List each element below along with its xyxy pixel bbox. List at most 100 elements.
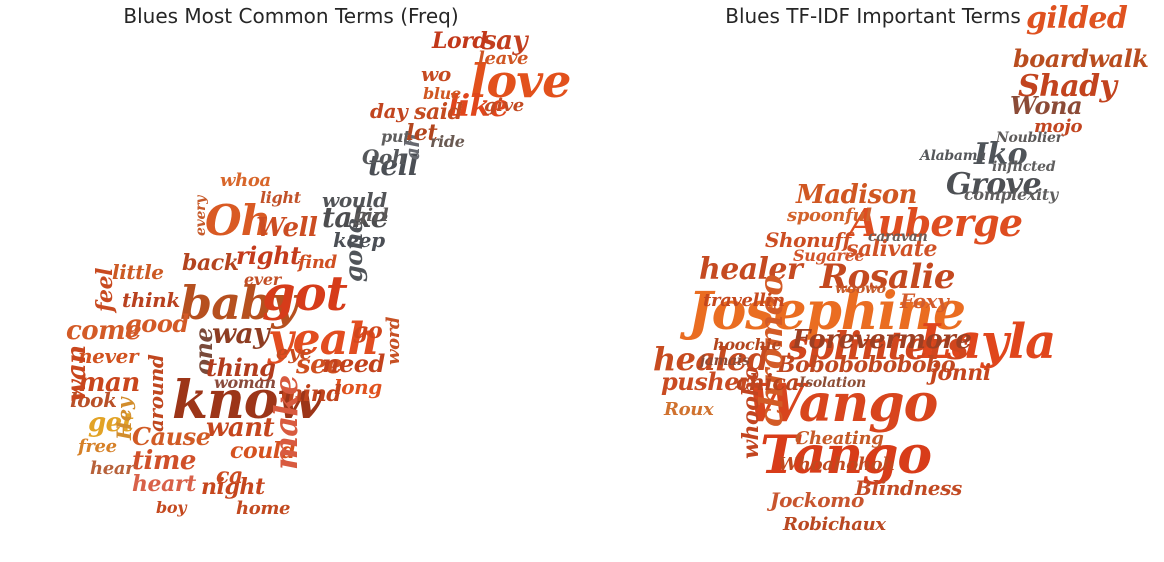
cloud-word: Madison: [796, 180, 917, 210]
cloud-word: salivate: [846, 236, 938, 262]
cloud-word: good: [125, 309, 189, 338]
cloud-word: time: [132, 446, 196, 476]
cloud-word: love: [470, 54, 571, 108]
cloud-word: Layla: [918, 314, 1056, 370]
cloud-word: woman: [214, 373, 276, 392]
cloud-word: said: [414, 99, 463, 125]
cloud-word: baby: [180, 276, 298, 330]
cloud-word: put: [381, 127, 411, 146]
cloud-word: back: [182, 250, 239, 276]
cloud-word: Cause: [132, 422, 211, 451]
cloud-word: Tango: [760, 425, 932, 486]
cloud-word: hoochie: [713, 335, 782, 354]
cloud-word: gilded: [1026, 1, 1128, 36]
cloud-word: pusher: [661, 367, 752, 396]
cloud-word: Hey: [112, 397, 136, 440]
cloud-word: man: [78, 368, 140, 398]
cloud-word: want: [206, 413, 275, 443]
cloud-word: Alabama: [920, 148, 987, 164]
cloud-word: mojo: [1034, 116, 1083, 137]
cloud-word: Well: [256, 213, 318, 243]
cloud-word: splinters: [787, 323, 969, 368]
cloud-word: ride: [430, 132, 465, 151]
cloud-word: jamais: [700, 353, 750, 369]
cloud-word: Noublier: [996, 130, 1063, 146]
cloud-word: go: [353, 318, 383, 344]
cloud-word: Roux: [664, 399, 714, 420]
cloud-word: woowo: [835, 281, 886, 297]
cloud-word: caravan: [868, 229, 928, 245]
cloud-word: boy: [156, 498, 187, 517]
cloud-word: word: [383, 316, 404, 365]
cloud-word: Cheating: [795, 428, 884, 449]
cloud-word: Auberge: [849, 200, 1023, 245]
cloud-word: say: [482, 26, 528, 56]
cloud-word: girl: [354, 205, 389, 226]
cloud-word: Robichaux: [783, 514, 886, 535]
cloud-word: like: [448, 89, 509, 124]
cloud-word: would: [322, 188, 387, 212]
cloud-word: Foxy: [900, 289, 949, 313]
cloud-word: make: [267, 375, 305, 470]
cloud-word: little: [112, 260, 164, 284]
word-cloud-freq: love know baby got yeah Oh like say Lord come good…: [62, 26, 571, 518]
cloud-word: Oh: [205, 196, 271, 245]
cloud-word: jonni: [930, 360, 991, 386]
cloud-word: see: [296, 350, 343, 380]
cloud-word: complexity: [964, 185, 1058, 204]
cloud-word: every: [193, 195, 209, 236]
cloud-word: wan: [62, 345, 92, 402]
cloud-word: light: [260, 188, 301, 207]
cloud-word: inflicted: [992, 159, 1056, 175]
cloud-word: Shonuff: [765, 228, 851, 252]
cloud-word: wo: [421, 62, 451, 86]
cloud-word: night: [201, 474, 265, 500]
cloud-word: get: [88, 408, 134, 438]
cloud-word: Shady: [1018, 69, 1117, 104]
cloud-word: Wona: [1010, 91, 1083, 120]
cloud-word: eye: [276, 340, 312, 364]
cloud-word: let: [406, 120, 438, 146]
cloud-word: day: [370, 99, 408, 123]
cloud-word: take: [322, 201, 389, 234]
cloud-word: Jockomo: [770, 488, 864, 512]
cloud-word: healed: [653, 340, 769, 378]
cloud-word: could: [230, 438, 296, 464]
cloud-word: healer: [699, 252, 803, 287]
cloud-word: long: [334, 375, 382, 399]
cloud-word: ca: [216, 463, 243, 489]
cloud-word: Isolation: [799, 375, 866, 391]
cloud-word: Lord: [432, 28, 488, 54]
cloud-word: keep: [333, 228, 385, 252]
cloud-word: Blindness: [855, 476, 962, 500]
panel-title: Blues TF-IDF Important Terms: [725, 4, 1021, 28]
cloud-word: ever: [244, 270, 281, 289]
cloud-word: need: [322, 349, 385, 378]
cloud-word: come: [66, 316, 142, 346]
cloud-word: chica: [736, 370, 800, 396]
cloud-word: around: [144, 354, 168, 432]
cloud-word: got: [262, 266, 348, 322]
cloud-word: whoa: [220, 170, 271, 191]
cloud-word: thing: [206, 353, 276, 382]
cloud-word: look: [70, 388, 117, 412]
cloud-word: mind: [280, 381, 342, 407]
cloud-word: Sugaree: [793, 246, 865, 265]
cloud-word: leave: [478, 48, 529, 69]
cloud-word: boardwalk: [1013, 44, 1149, 73]
cloud-word: spoonful: [787, 205, 872, 226]
cloud-word: Bobobobobobo: [777, 352, 956, 378]
word-cloud-panel-tfidf: Blues TF-IDF Important Terms Josephine La…: [582, 0, 1164, 562]
cloud-word: yeah: [268, 314, 379, 365]
cloud-word: Iko: [974, 137, 1028, 172]
cloud-word: Whoahohoh: [778, 454, 896, 475]
panel-title: Blues Most Common Terms (Freq): [123, 4, 459, 28]
cloud-word: free: [78, 436, 117, 457]
cloud-word: Rosalie: [820, 257, 955, 297]
cloud-word: blue: [423, 84, 461, 103]
cloud-word: Wango: [746, 373, 938, 434]
cloud-word: Ooh: [362, 145, 407, 169]
cloud-word: whooho: [738, 366, 764, 459]
cloud-word: tell: [368, 149, 418, 182]
cloud-word: travellin: [703, 290, 785, 311]
